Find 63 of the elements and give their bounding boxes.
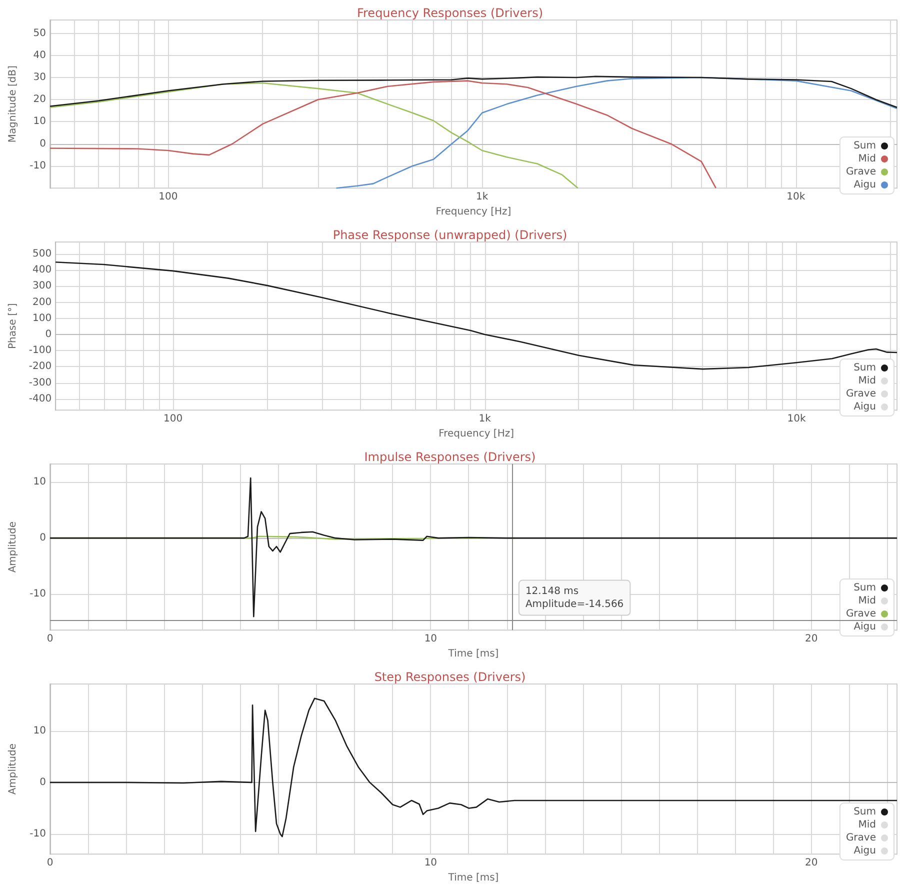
y-tick-label: -200	[28, 361, 52, 372]
legend-label: Sum	[854, 140, 876, 152]
y-tick-label: 50	[33, 28, 46, 39]
x-tick-label: 100	[164, 414, 183, 425]
y-tick-label: 20	[33, 94, 46, 106]
x-axis-title: Frequency [Hz]	[436, 206, 512, 218]
x-axis-title: Frequency [Hz]	[438, 428, 514, 440]
y-tick-label: 30	[33, 72, 46, 84]
legend-label: Sum	[854, 582, 876, 594]
x-axis-title: Time [ms]	[447, 648, 499, 660]
x-tick-label: 10	[424, 858, 438, 869]
legend-label: Sum	[854, 806, 876, 818]
legend-label: Aigu	[854, 402, 876, 412]
y-tick-label: 0	[40, 138, 46, 150]
y-tick-label: 40	[33, 50, 46, 61]
y-tick-label: 0	[45, 328, 52, 340]
legend-label: Mid	[858, 154, 876, 164]
y-tick-label: 300	[32, 280, 52, 292]
legend-label: Grave	[846, 388, 876, 400]
chart-title: Impulse Responses (Drivers)	[364, 450, 536, 464]
x-tick-label: 100	[158, 192, 178, 203]
y-tick-label: 200	[32, 296, 52, 308]
chart-title: Phase Response (unwrapped) (Drivers)	[332, 228, 568, 242]
legend-label: Mid	[858, 596, 876, 606]
y-axis-title: Amplitude	[8, 743, 18, 795]
y-tick-label: 100	[32, 312, 52, 324]
legend-label: Mid	[858, 376, 876, 386]
x-tick-label: 20	[804, 858, 818, 869]
chart-title: Frequency Responses (Drivers)	[356, 6, 544, 20]
legend-label: Aigu	[854, 846, 876, 856]
x-tick-label: 10k	[787, 414, 806, 425]
x-tick-label: 10k	[786, 192, 806, 203]
annotation: 12.148 ms Amplitude=-14.566	[525, 586, 624, 610]
legend-label: Grave	[846, 608, 876, 620]
y-axis-title: Phase [°]	[8, 303, 18, 349]
y-tick-label: -10	[30, 588, 46, 600]
y-tick-label: -400	[28, 393, 52, 404]
y-tick-label: 0	[40, 532, 46, 544]
x-tick-label: 10	[424, 634, 438, 645]
y-tick-label: -10	[30, 828, 46, 840]
y-tick-label: 10	[33, 116, 46, 128]
legend-label: Aigu	[854, 622, 876, 632]
line-series	[49, 477, 898, 618]
y-tick-label: -100	[28, 345, 52, 356]
x-tick-label: 1k	[476, 192, 488, 203]
y-tick-label: 400	[32, 264, 52, 276]
y-axis-title: Amplitude	[8, 521, 18, 573]
legend-label: Aigu	[854, 180, 876, 190]
legend-label: Sum	[854, 362, 876, 374]
legend-label: Grave	[846, 832, 876, 844]
y-axis-title: Magnitude [dB]	[8, 65, 18, 143]
legend-label: Grave	[846, 166, 876, 178]
x-tick-label: 20	[804, 634, 818, 645]
y-tick-label: 0	[40, 776, 46, 788]
x-axis-title: Time [ms]	[447, 872, 499, 884]
legend-label: Mid	[858, 820, 876, 830]
y-tick-label: 10	[33, 725, 46, 736]
y-tick-label: -10	[30, 160, 46, 172]
y-tick-label: -300	[28, 377, 52, 388]
chart-title: Step Responses (Drivers)	[374, 670, 526, 684]
y-tick-label: 10	[33, 476, 46, 488]
x-tick-label: 1k	[478, 414, 492, 425]
y-tick-label: 500	[32, 248, 52, 260]
